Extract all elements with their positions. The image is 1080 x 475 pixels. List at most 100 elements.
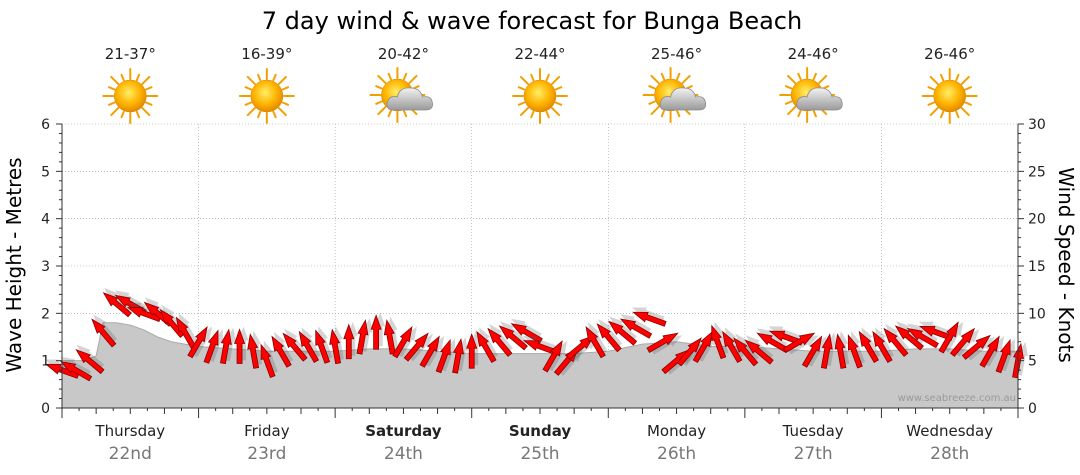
wind-arrow-shadow xyxy=(851,331,866,364)
sun-ray xyxy=(554,101,563,106)
sun-ray xyxy=(660,109,666,118)
wind-arrow xyxy=(487,323,514,357)
wind-arrow-shadow xyxy=(478,327,499,358)
sun-ray xyxy=(135,110,141,119)
day-name-label: Tuesday xyxy=(782,422,844,440)
day-date-label: 24th xyxy=(384,444,423,464)
y-tick-label: 5 xyxy=(41,164,50,180)
sun-ray xyxy=(135,73,141,82)
wind-arrow-shape xyxy=(692,330,713,363)
wind-arrow-shape xyxy=(711,324,727,360)
wind-arrow xyxy=(392,325,417,359)
wind-arrow xyxy=(744,335,774,365)
y2-tick-label: 0 xyxy=(1028,401,1037,417)
sun-ray xyxy=(927,101,936,106)
sun-ray xyxy=(244,86,253,91)
wind-arrow xyxy=(676,337,707,367)
wind-arrow-shape xyxy=(632,311,667,327)
wind-arrow-shadow xyxy=(944,321,964,353)
wind-arrow xyxy=(510,318,543,344)
wind-arrow-shape xyxy=(476,330,497,363)
wind-arrow-shadow xyxy=(874,327,895,358)
wind-arrow-shape xyxy=(102,292,132,318)
y2-axis-ticks: 0 5 10 15 20 25 30 xyxy=(1028,117,1046,417)
wind-arrow xyxy=(370,312,386,350)
sun-ray xyxy=(939,73,945,82)
wind-arrow-shape xyxy=(356,319,369,355)
wind-arrow xyxy=(995,338,1015,374)
wind-arrow xyxy=(596,319,623,353)
sun-ray xyxy=(964,86,972,91)
sun-ray xyxy=(257,73,262,82)
wind-arrow-shadow xyxy=(620,314,651,334)
wind-arrow-shadow xyxy=(955,328,980,357)
sun-ray xyxy=(784,85,793,90)
sun-ray xyxy=(408,74,418,84)
sun-ray xyxy=(244,101,253,106)
sun-ray xyxy=(676,109,681,118)
wind-arrow-shape xyxy=(370,314,382,350)
temperature-label: 22-44° xyxy=(514,45,565,63)
sun-ray xyxy=(257,110,262,119)
wind-arrow xyxy=(452,336,468,374)
wind-arrow-shape xyxy=(466,333,478,369)
wind-arrow-shape xyxy=(608,320,638,346)
wind-arrow-shape xyxy=(419,335,440,368)
wind-arrow xyxy=(247,330,263,369)
sun-ray xyxy=(517,101,526,106)
sun-ray xyxy=(519,107,529,117)
wind-arrow-shadow xyxy=(263,340,278,374)
day-date-label: 26th xyxy=(657,444,696,464)
y2-tick-label: 15 xyxy=(1028,259,1046,275)
wind-arrow-shadow xyxy=(984,335,1005,367)
wind-arrow-shape xyxy=(220,328,232,365)
wind-arrow-shape xyxy=(315,329,331,364)
wind-arrow-shadow xyxy=(756,328,788,348)
wind-arrow-shape xyxy=(247,333,260,369)
wind-arrow-shape xyxy=(733,337,759,367)
sun-ray xyxy=(402,72,408,81)
wind-arrow xyxy=(260,340,278,379)
sun-ray xyxy=(141,75,151,85)
y2-axis-label: Wind Speed - Knots xyxy=(1054,167,1078,363)
sun-ray xyxy=(272,110,277,119)
wind-arrow-shadow xyxy=(60,356,92,376)
wind-arrow xyxy=(403,332,434,362)
sun-ray xyxy=(519,75,529,85)
wind-arrow-shape xyxy=(858,330,879,363)
wind-arrow-shape xyxy=(596,323,622,353)
sun-ray xyxy=(402,109,408,118)
wind-arrow-shadow xyxy=(284,328,309,357)
sun-ray xyxy=(530,110,535,119)
sun-icon xyxy=(102,68,159,124)
wind-arrow-shadow xyxy=(318,326,333,360)
wind-arrow-shape xyxy=(676,337,702,367)
sun-ray xyxy=(277,107,287,117)
wind-arrow-shape xyxy=(834,333,847,369)
wind-arrow-shape xyxy=(435,338,451,374)
sun-ray xyxy=(660,72,666,81)
wind-arrow-shape xyxy=(298,330,320,363)
wind-arrow-shadow xyxy=(807,335,827,367)
wind-arrow-shadow xyxy=(861,327,881,358)
wind-arrow xyxy=(271,331,294,368)
wind-arrow xyxy=(498,321,528,351)
day-name-label: Sunday xyxy=(509,422,572,440)
day-date-label: 27th xyxy=(794,444,833,464)
wind-arrow-shadow xyxy=(907,323,938,343)
wind-arrow-shape xyxy=(906,327,939,349)
sun-ray xyxy=(650,74,660,84)
cloud-shape xyxy=(386,87,433,111)
wind-arrow-shadow xyxy=(885,323,910,352)
wind-arrow-shape xyxy=(233,328,246,364)
wind-arrow xyxy=(220,327,236,365)
sun-ray xyxy=(797,72,802,81)
wind-arrow xyxy=(872,327,895,363)
wind-arrow xyxy=(979,335,1005,368)
sun-ray xyxy=(955,73,960,82)
sun-ray xyxy=(676,72,681,81)
sun-disc xyxy=(114,79,147,113)
y-axis-ticks: 0 1 2 3 4 5 6 xyxy=(41,117,50,417)
wind-arrow-shape xyxy=(59,361,93,382)
